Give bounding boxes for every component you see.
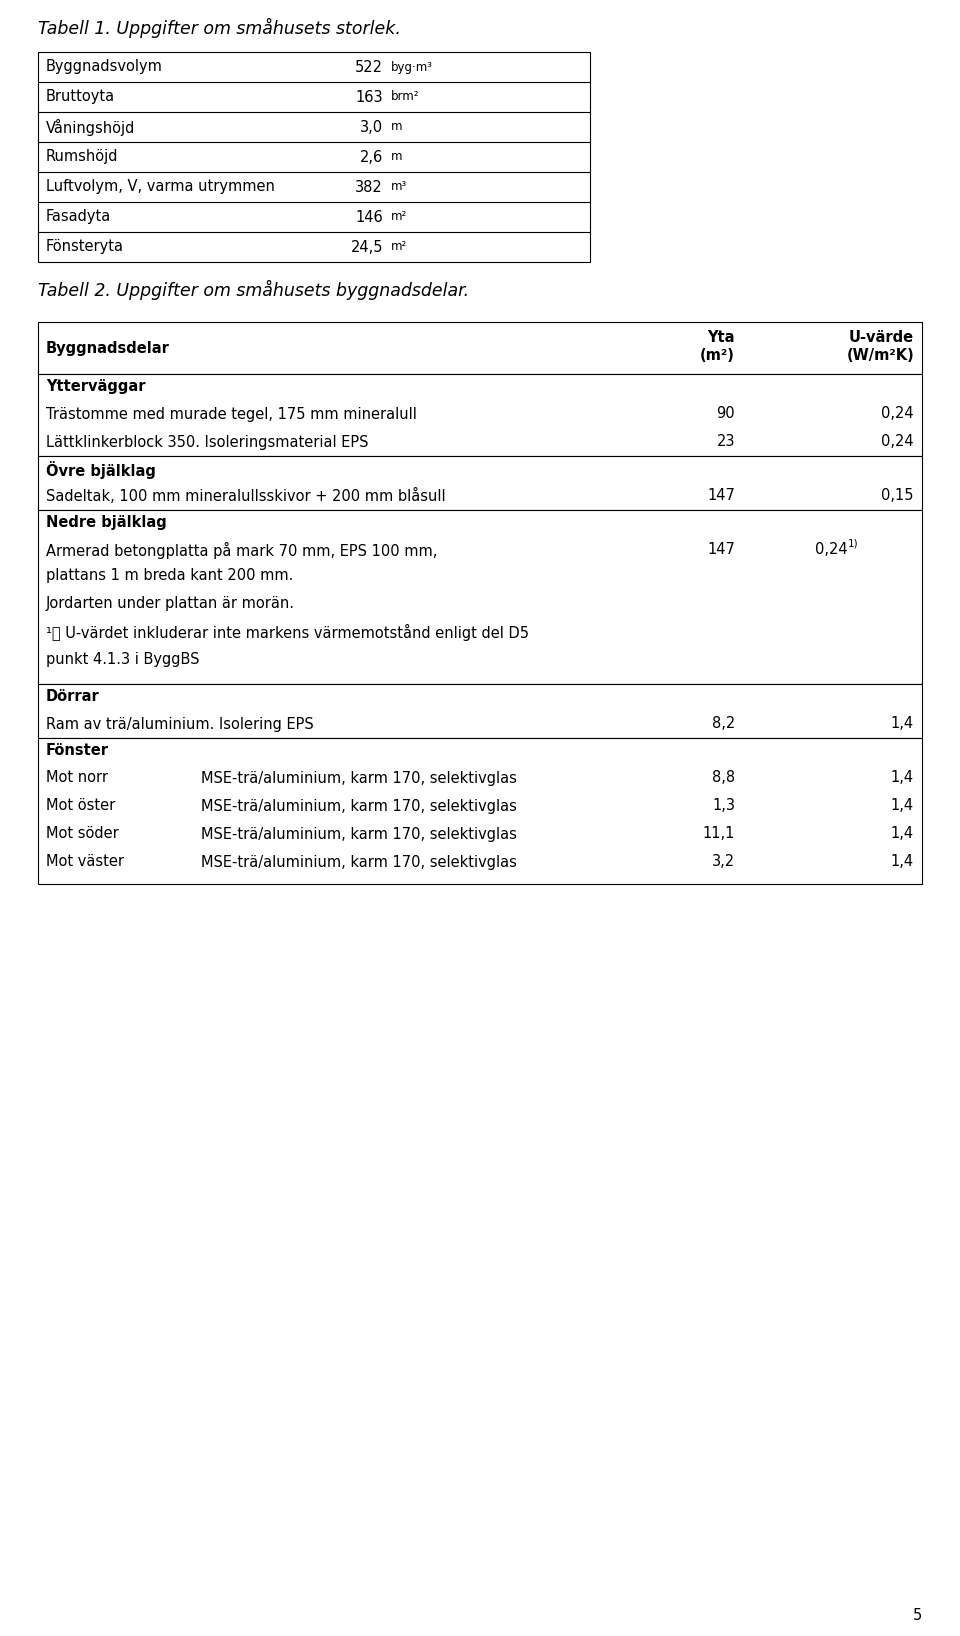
Bar bbox=[38, 52, 590, 262]
Text: Mot söder: Mot söder bbox=[46, 826, 119, 841]
Text: 1,4: 1,4 bbox=[891, 717, 914, 731]
Text: Våningshöjd: Våningshöjd bbox=[46, 118, 135, 136]
Text: Yta: Yta bbox=[708, 330, 735, 345]
Text: 1,4: 1,4 bbox=[891, 798, 914, 813]
Text: 522: 522 bbox=[355, 59, 383, 75]
Text: 24,5: 24,5 bbox=[350, 239, 383, 255]
Text: 23: 23 bbox=[716, 435, 735, 450]
Text: Fasadyta: Fasadyta bbox=[46, 209, 111, 224]
Text: Byggnadsdelar: Byggnadsdelar bbox=[46, 340, 170, 355]
Text: 3,2: 3,2 bbox=[712, 854, 735, 869]
Text: (m²): (m²) bbox=[700, 348, 735, 363]
Text: MSE-trä/aluminium, karm 170, selektivglas: MSE-trä/aluminium, karm 170, selektivgla… bbox=[201, 798, 516, 813]
Text: 3,0: 3,0 bbox=[360, 119, 383, 134]
Text: Ram av trä/aluminium. Isolering EPS: Ram av trä/aluminium. Isolering EPS bbox=[46, 717, 314, 731]
Text: brm²: brm² bbox=[391, 90, 420, 103]
Bar bbox=[38, 322, 922, 375]
Text: 11,1: 11,1 bbox=[703, 826, 735, 841]
Text: MSE-trä/aluminium, karm 170, selektivglas: MSE-trä/aluminium, karm 170, selektivgla… bbox=[201, 771, 516, 785]
Text: 147: 147 bbox=[708, 489, 735, 504]
Text: MSE-trä/aluminium, karm 170, selektivglas: MSE-trä/aluminium, karm 170, selektivgla… bbox=[201, 854, 516, 869]
Text: m: m bbox=[391, 121, 402, 134]
Text: Armerad betongplatta på mark 70 mm, EPS 100 mm,: Armerad betongplatta på mark 70 mm, EPS … bbox=[46, 542, 438, 558]
Text: 0,24: 0,24 bbox=[881, 406, 914, 422]
Text: Tabell 2. Uppgifter om småhusets byggnadsdelar.: Tabell 2. Uppgifter om småhusets byggnad… bbox=[38, 280, 469, 299]
Text: 90: 90 bbox=[716, 406, 735, 422]
Text: Fönsteryta: Fönsteryta bbox=[46, 239, 124, 255]
Text: 1,4: 1,4 bbox=[891, 854, 914, 869]
Bar bbox=[38, 738, 922, 883]
Text: Rumshöjd: Rumshöjd bbox=[46, 149, 118, 165]
Text: 147: 147 bbox=[708, 543, 735, 558]
Text: Luftvolym, V, varma utrymmen: Luftvolym, V, varma utrymmen bbox=[46, 180, 275, 195]
Text: 1,4: 1,4 bbox=[891, 771, 914, 785]
Bar bbox=[38, 375, 922, 456]
Text: (W/m²K): (W/m²K) bbox=[847, 348, 914, 363]
Text: Sadeltak, 100 mm mineralullsskivor + 200 mm blåsull: Sadeltak, 100 mm mineralullsskivor + 200… bbox=[46, 488, 445, 504]
Text: m²: m² bbox=[391, 240, 407, 254]
Text: Dörrar: Dörrar bbox=[46, 689, 100, 703]
Text: 146: 146 bbox=[355, 209, 383, 224]
Text: 2,6: 2,6 bbox=[360, 149, 383, 165]
Text: Nedre bjälklag: Nedre bjälklag bbox=[46, 515, 167, 530]
Text: Lättklinkerblock 350. Isoleringsmaterial EPS: Lättklinkerblock 350. Isoleringsmaterial… bbox=[46, 435, 369, 450]
Text: byg·m³: byg·m³ bbox=[391, 61, 433, 74]
Text: 382: 382 bbox=[355, 180, 383, 195]
Text: Bruttoyta: Bruttoyta bbox=[46, 90, 115, 105]
Text: 0,24: 0,24 bbox=[881, 435, 914, 450]
Text: 0,15: 0,15 bbox=[881, 489, 914, 504]
Text: Mot norr: Mot norr bbox=[46, 771, 108, 785]
Text: Trästomme med murade tegel, 175 mm mineralull: Trästomme med murade tegel, 175 mm miner… bbox=[46, 406, 417, 422]
Text: Fönster: Fönster bbox=[46, 743, 109, 757]
Text: 1,3: 1,3 bbox=[712, 798, 735, 813]
Text: m³: m³ bbox=[391, 180, 407, 193]
Text: plattans 1 m breda kant 200 mm.: plattans 1 m breda kant 200 mm. bbox=[46, 568, 294, 582]
Text: ¹⧩ U-värdet inkluderar inte markens värmemotstånd enligt del D5: ¹⧩ U-värdet inkluderar inte markens värm… bbox=[46, 623, 529, 641]
Text: Mot väster: Mot väster bbox=[46, 854, 124, 869]
Text: m²: m² bbox=[391, 211, 407, 224]
Text: Jordarten under plattan är morän.: Jordarten under plattan är morän. bbox=[46, 596, 295, 610]
Text: Byggnadsvolym: Byggnadsvolym bbox=[46, 59, 163, 75]
Text: U-värde: U-värde bbox=[849, 330, 914, 345]
Text: MSE-trä/aluminium, karm 170, selektivglas: MSE-trä/aluminium, karm 170, selektivgla… bbox=[201, 826, 516, 841]
Text: Övre bjälklag: Övre bjälklag bbox=[46, 461, 156, 479]
Text: 5: 5 bbox=[913, 1608, 922, 1623]
Bar bbox=[38, 684, 922, 738]
Bar bbox=[38, 456, 922, 510]
Text: m: m bbox=[391, 151, 402, 164]
Text: 8,2: 8,2 bbox=[711, 717, 735, 731]
Text: 163: 163 bbox=[355, 90, 383, 105]
Text: punkt 4.1.3 i ByggBS: punkt 4.1.3 i ByggBS bbox=[46, 653, 200, 667]
Text: Mot öster: Mot öster bbox=[46, 798, 115, 813]
Text: 8,8: 8,8 bbox=[712, 771, 735, 785]
Text: 0,24: 0,24 bbox=[815, 543, 848, 558]
Text: Tabell 1. Uppgifter om småhusets storlek.: Tabell 1. Uppgifter om småhusets storlek… bbox=[38, 18, 401, 38]
Bar bbox=[38, 510, 922, 684]
Text: 1): 1) bbox=[848, 538, 858, 548]
Text: 1,4: 1,4 bbox=[891, 826, 914, 841]
Text: Ytterväggar: Ytterväggar bbox=[46, 380, 146, 394]
